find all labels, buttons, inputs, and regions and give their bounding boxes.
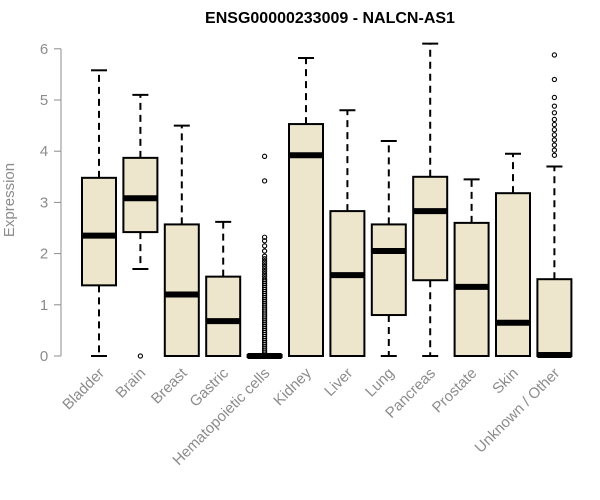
x-tick-label: Breast [148, 364, 191, 407]
box [122, 156, 159, 234]
outlier-point [551, 142, 558, 148]
x-tick-label: Lung [362, 365, 398, 401]
chart-title: ENSG00000233009 - NALCN-AS1 [205, 10, 455, 27]
box-group [288, 57, 324, 358]
y-tick-label: 2 [40, 246, 48, 263]
outlier-point [261, 271, 268, 277]
box-group [81, 69, 117, 357]
outlier-point [551, 76, 558, 83]
outlier-point [551, 121, 558, 128]
box-group [246, 153, 283, 359]
box-group [536, 52, 573, 358]
outlier-point [551, 94, 558, 101]
box [370, 223, 407, 317]
box [163, 223, 200, 357]
box [288, 123, 324, 358]
box-group [163, 124, 200, 357]
outlier-point [551, 116, 558, 123]
outlier-point [261, 153, 268, 159]
box-group [370, 139, 407, 357]
box [81, 176, 117, 287]
y-tick-label: 1 [40, 297, 48, 314]
outlier-point [261, 273, 268, 280]
outlier-point [261, 261, 268, 267]
outlier-point [261, 238, 268, 244]
outlier-point [261, 178, 268, 184]
x-tick-label: Brain [112, 365, 149, 402]
y-axis-label: Expression [1, 163, 18, 237]
x-tick-label: Skin [489, 365, 522, 398]
box [495, 192, 531, 357]
plot-area [81, 42, 573, 359]
box [329, 210, 366, 357]
outlier-point [551, 137, 558, 143]
box-group [495, 152, 531, 357]
x-tick-label: Kidney [270, 364, 315, 409]
outlier-point [551, 103, 558, 109]
outlier-point [551, 127, 558, 133]
y-tick-label: 3 [40, 194, 48, 211]
y-tick-label: 5 [40, 92, 48, 109]
y-tick-label: 4 [40, 143, 48, 160]
box [205, 275, 242, 358]
outlier-point [261, 258, 268, 264]
outlier-point [551, 132, 558, 138]
x-tick-label: Prostate [429, 365, 481, 417]
box-group [329, 109, 366, 357]
outlier-point [261, 256, 268, 262]
box-group [412, 42, 449, 357]
outlier-point [261, 243, 268, 249]
outlier-point [551, 147, 558, 153]
outlier-point [137, 353, 144, 359]
y-tick-label: 0 [40, 348, 48, 365]
y-axis: 0 1 2 3 4 5 6 [40, 41, 62, 365]
outlier-point [261, 268, 268, 275]
box [412, 175, 449, 282]
outlier-point [551, 152, 558, 158]
box [536, 278, 573, 358]
outlier-point [261, 234, 268, 240]
outlier-point [551, 110, 558, 116]
outlier-point [551, 52, 558, 58]
x-tick-label: Bladder [59, 365, 108, 414]
outlier-point [261, 276, 268, 282]
outlier-point [261, 248, 268, 254]
outlier-point [261, 266, 268, 272]
box-group [205, 220, 242, 358]
box-group [122, 93, 159, 359]
outlier-point [261, 253, 268, 259]
box-group [453, 178, 490, 357]
outlier-point [261, 263, 268, 270]
y-tick-label: 6 [40, 41, 48, 58]
x-tick-label: Liver [321, 365, 356, 400]
